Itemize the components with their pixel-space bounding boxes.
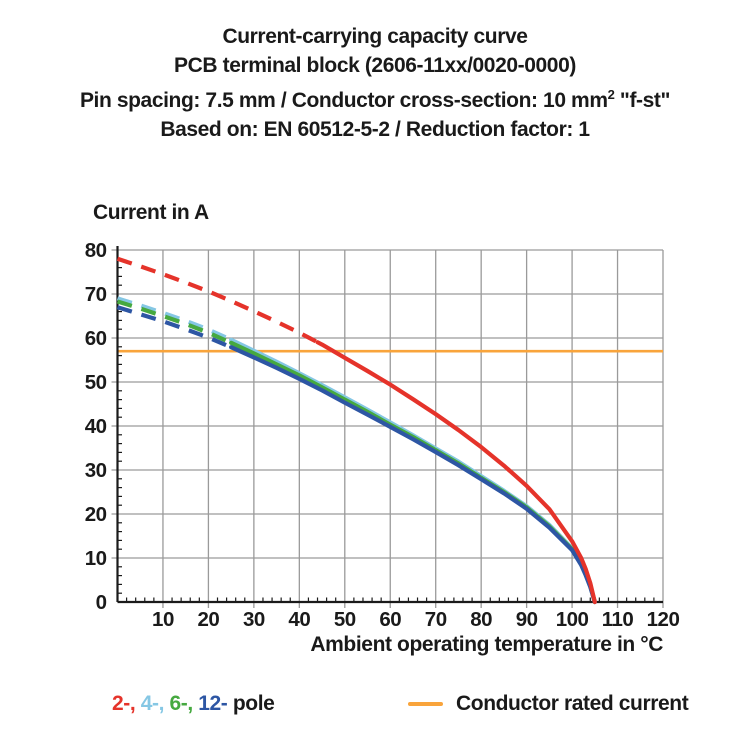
legend-row: 2-, 4-, 6-, 12- pole Conductor rated cur…	[0, 690, 750, 726]
y-tick-label: 20	[85, 503, 107, 526]
x-tick-label: 20	[198, 608, 220, 631]
curve-2-pole-solid	[315, 340, 597, 605]
x-axis-title: Ambient operating temperature in °C	[310, 633, 663, 656]
x-tick-label: 50	[334, 608, 356, 631]
pole-legend-item: 12-	[198, 692, 228, 715]
squared-superscript: 2	[607, 87, 615, 102]
x-tick-label: 30	[243, 608, 265, 631]
curve-12-pole-dashed	[116, 305, 232, 350]
y-axis-title: Current in A	[93, 201, 209, 224]
rated-current-line-swatch	[408, 702, 443, 706]
y-tick-label: 70	[85, 283, 107, 306]
rated-current-label: Conductor rated current	[456, 692, 689, 715]
chart-title-block: Current-carrying capacity curve PCB term…	[0, 22, 750, 144]
curve-4-pole-solid	[229, 337, 597, 605]
y-tick-label: 10	[85, 547, 107, 570]
chart-title-line4: Based on: EN 60512-5-2 / Reduction facto…	[160, 118, 590, 141]
pole-legend-item: 2-,	[112, 692, 141, 715]
y-tick-label: 0	[96, 591, 107, 614]
x-tick-label: 80	[470, 608, 492, 631]
x-tick-label: 70	[425, 608, 447, 631]
pole-legend-item: 6-,	[169, 692, 199, 715]
curve-4-pole-dashed	[116, 296, 232, 342]
x-tick-label: 40	[288, 608, 310, 631]
x-tick-label: 110	[602, 608, 634, 631]
curve-2-pole-dashed	[116, 256, 319, 345]
curve-12-pole-solid	[229, 345, 597, 605]
pole-legend-item: 4-,	[140, 692, 170, 715]
chart-title-line1: Current-carrying capacity curve	[222, 25, 528, 48]
rated-current-legend: Conductor rated current	[408, 692, 689, 716]
chart-title-line3: Pin spacing: 7.5 mm / Conductor cross-se…	[79, 87, 671, 112]
curve-6-pole-dashed	[116, 299, 232, 345]
x-tick-label: 120	[647, 608, 680, 631]
x-tick-label: 60	[379, 608, 401, 631]
chart-title-line2: PCB terminal block (2606-11xx/0020-0000)	[174, 54, 576, 77]
y-tick-label: 50	[85, 371, 107, 394]
y-tick-label: 80	[85, 239, 107, 262]
pole-legend: 2-, 4-, 6-, 12- pole	[112, 692, 275, 716]
x-tick-label: 10	[152, 608, 174, 631]
pole-legend-suffix: pole	[227, 692, 275, 715]
y-tick-label: 40	[85, 415, 107, 438]
y-tick-label: 60	[85, 327, 107, 350]
x-tick-label: 90	[516, 608, 538, 631]
x-tick-label: 100	[556, 608, 589, 631]
y-tick-label: 30	[85, 459, 107, 482]
